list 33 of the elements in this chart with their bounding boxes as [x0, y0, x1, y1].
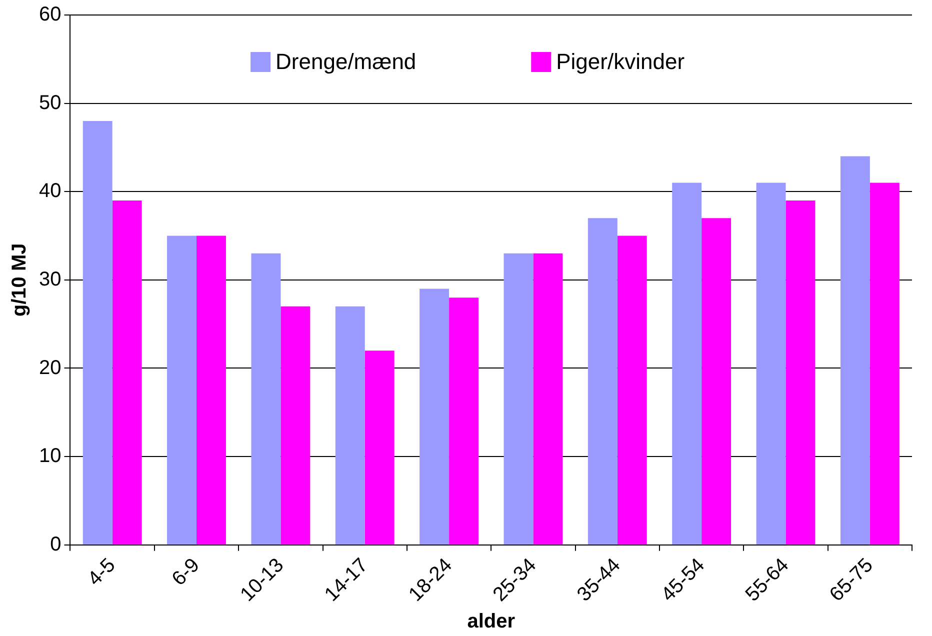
bar — [533, 253, 563, 544]
bar — [196, 236, 226, 544]
bar — [617, 236, 647, 544]
y-axis-title: g/10 MJ — [8, 243, 31, 317]
legend-label: Drenge/mænd — [276, 49, 416, 74]
y-tick-label: 10 — [38, 445, 62, 468]
bar — [756, 182, 786, 544]
bar — [335, 306, 365, 544]
bar — [82, 120, 112, 544]
legend-label: Piger/kvinder — [556, 49, 685, 74]
bar — [167, 236, 197, 544]
y-tick-label: 20 — [38, 356, 62, 379]
x-axis-title: alder — [467, 610, 516, 633]
bar — [672, 182, 702, 544]
bar — [364, 350, 394, 544]
y-tick-label: 30 — [38, 268, 62, 290]
y-tick-label: 50 — [38, 92, 62, 114]
bar — [870, 182, 900, 544]
bar — [251, 253, 281, 544]
bar — [786, 200, 816, 544]
x-tick-label: 6-9 — [168, 554, 204, 590]
x-tick-label: 4-5 — [84, 554, 120, 590]
bar — [420, 288, 450, 544]
bar — [112, 200, 142, 544]
bar — [504, 253, 534, 544]
bar — [588, 218, 618, 544]
y-tick-label: 60 — [38, 4, 62, 26]
y-tick-label: 40 — [38, 180, 62, 202]
bar — [280, 306, 310, 544]
y-tick-label: 0 — [50, 533, 62, 556]
bar — [449, 298, 478, 544]
bar — [840, 156, 870, 544]
bar — [702, 218, 732, 544]
